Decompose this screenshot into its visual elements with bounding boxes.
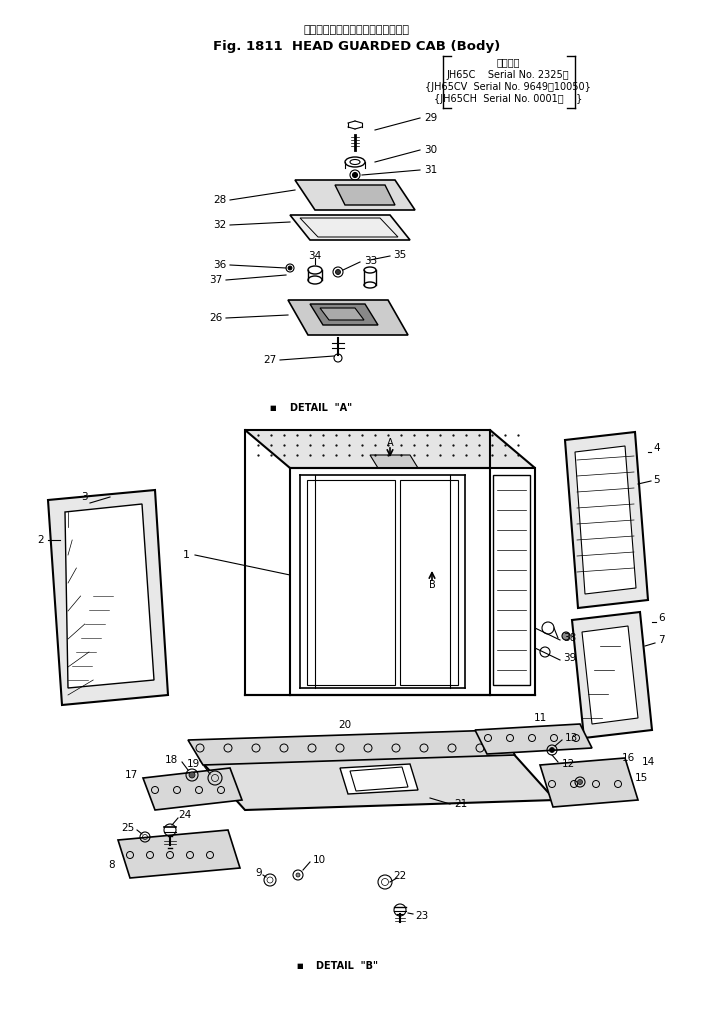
Polygon shape [320, 308, 364, 320]
Text: 22: 22 [393, 871, 406, 881]
Text: 27: 27 [263, 355, 276, 365]
Text: JH65C    Serial No. 2325～: JH65C Serial No. 2325～ [447, 69, 569, 80]
Text: 24: 24 [178, 810, 191, 820]
Text: 28: 28 [213, 195, 226, 205]
Text: A: A [387, 438, 393, 448]
Polygon shape [475, 724, 592, 754]
Text: 18: 18 [165, 755, 178, 765]
Circle shape [336, 270, 341, 275]
Text: 31: 31 [424, 165, 437, 175]
Polygon shape [335, 185, 395, 205]
Circle shape [550, 747, 555, 752]
Circle shape [353, 173, 358, 178]
Text: 38: 38 [563, 633, 576, 643]
Text: 30: 30 [424, 145, 437, 155]
Text: ■: ■ [270, 405, 276, 411]
Text: 16: 16 [622, 753, 635, 763]
Polygon shape [370, 455, 418, 468]
Text: 1: 1 [183, 550, 190, 560]
Text: {JH65CV  Serial No. 9649～10050}: {JH65CV Serial No. 9649～10050} [425, 82, 591, 92]
Text: 15: 15 [635, 773, 648, 783]
Text: Fig. 1811  HEAD GUARDED CAB (Body): Fig. 1811 HEAD GUARDED CAB (Body) [213, 40, 501, 52]
Text: 10: 10 [313, 855, 326, 865]
Text: 5: 5 [653, 475, 660, 485]
Text: 23: 23 [415, 911, 428, 921]
Polygon shape [188, 730, 515, 765]
Polygon shape [340, 764, 418, 794]
Text: 29: 29 [424, 113, 437, 123]
Text: 12: 12 [562, 759, 575, 769]
Text: 8: 8 [109, 860, 115, 870]
Text: 39: 39 [563, 653, 576, 663]
Text: 35: 35 [393, 250, 406, 260]
Text: 33: 33 [364, 256, 377, 266]
Text: 7: 7 [658, 635, 665, 645]
Text: 17: 17 [125, 770, 138, 780]
Text: 適用号機: 適用号機 [496, 57, 520, 67]
Circle shape [189, 772, 195, 778]
Ellipse shape [364, 282, 376, 288]
Text: 21: 21 [454, 799, 467, 809]
Text: 9: 9 [256, 868, 262, 878]
Text: DETAIL  "B": DETAIL "B" [316, 961, 378, 971]
Text: 26: 26 [208, 313, 222, 323]
Text: 19: 19 [187, 759, 200, 769]
Polygon shape [295, 180, 415, 210]
Circle shape [562, 632, 570, 640]
Text: 3: 3 [81, 492, 88, 502]
Text: ヘッド　ガード　キャブ（ボデー）: ヘッド ガード キャブ（ボデー） [304, 25, 410, 35]
Polygon shape [572, 612, 652, 738]
Text: 6: 6 [658, 613, 665, 623]
Text: 13: 13 [565, 733, 578, 743]
Text: 37: 37 [208, 275, 222, 285]
Text: 32: 32 [213, 220, 226, 230]
Polygon shape [290, 215, 410, 240]
Polygon shape [200, 750, 555, 810]
Polygon shape [65, 504, 154, 688]
Polygon shape [143, 768, 242, 810]
Polygon shape [48, 490, 168, 705]
Text: 20: 20 [338, 721, 351, 730]
Polygon shape [310, 304, 378, 325]
Text: {JH65CH  Serial No. 0001～    }: {JH65CH Serial No. 0001～ } [434, 94, 582, 104]
Circle shape [288, 266, 292, 270]
Circle shape [296, 873, 300, 877]
Polygon shape [565, 432, 648, 608]
Text: 34: 34 [308, 251, 321, 261]
Circle shape [578, 780, 583, 785]
Text: 36: 36 [213, 260, 226, 270]
Text: B: B [428, 580, 436, 590]
Polygon shape [245, 430, 535, 468]
Text: 25: 25 [122, 823, 135, 833]
Text: DETAIL  "A": DETAIL "A" [290, 403, 352, 413]
Polygon shape [118, 830, 240, 878]
Text: 2: 2 [37, 535, 44, 545]
Polygon shape [575, 446, 636, 594]
Text: ■: ■ [297, 963, 303, 969]
Polygon shape [288, 300, 408, 335]
Polygon shape [582, 626, 638, 724]
Text: 4: 4 [653, 443, 660, 453]
Polygon shape [540, 758, 638, 807]
Text: 14: 14 [642, 757, 655, 766]
Text: 11: 11 [533, 713, 547, 723]
